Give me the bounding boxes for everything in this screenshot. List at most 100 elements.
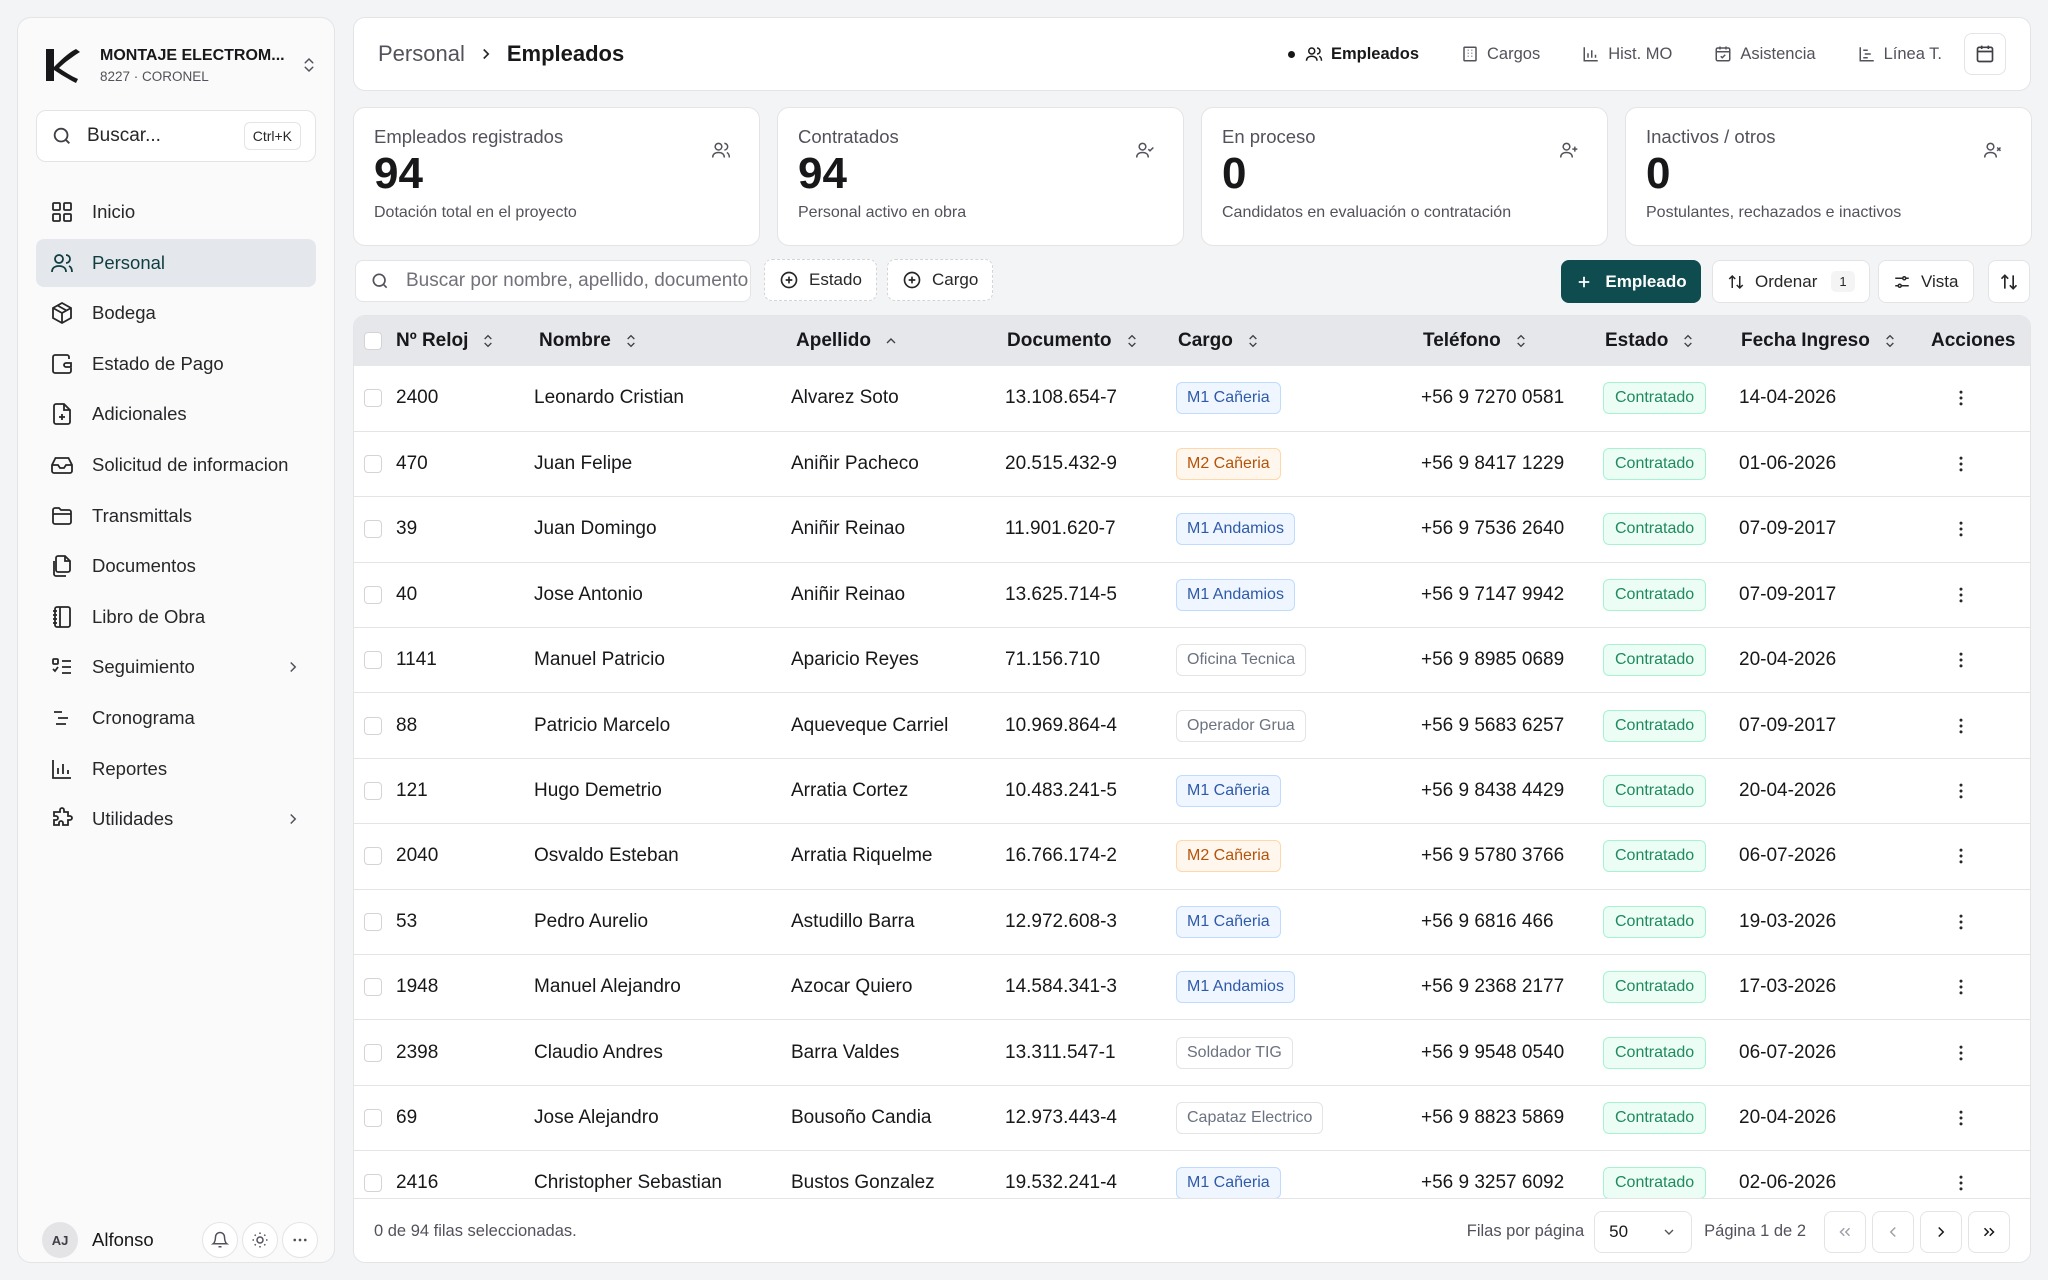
table-row[interactable]: 1141 Manuel Patricio Aparicio Reyes 71.156.… bbox=[354, 628, 2030, 693]
filter-cargo-button[interactable]: Cargo bbox=[887, 259, 994, 301]
add-employee-button[interactable]: Empleado bbox=[1561, 260, 1701, 303]
cell-documento: 12.972.608-3 bbox=[1005, 910, 1117, 932]
tab-asistencia[interactable]: Asistencia bbox=[1714, 45, 1816, 64]
column-header-telefono[interactable]: Teléfono bbox=[1423, 330, 1529, 352]
breadcrumb-parent[interactable]: Personal bbox=[378, 41, 465, 66]
sidebar-item-cronograma[interactable]: Cronograma bbox=[36, 694, 316, 742]
sidebar-item-solicitud[interactable]: Solicitud de informacion bbox=[36, 441, 316, 489]
org-switcher[interactable]: MONTAJE ELECTROM... 8227 · CORONEL bbox=[36, 36, 318, 94]
more-vertical-icon[interactable] bbox=[1951, 716, 1971, 736]
table-row[interactable]: 69 Jose Alejandro Bousoño Candia 12.973.443… bbox=[354, 1085, 2030, 1151]
rows-per-page-select[interactable]: 50 bbox=[1594, 1210, 1693, 1253]
more-vertical-icon[interactable] bbox=[1951, 1108, 1971, 1128]
more-vertical-icon[interactable] bbox=[1951, 912, 1971, 932]
table-row[interactable]: 121 Hugo Demetrio Arratia Cortez 10.483.241… bbox=[354, 758, 2030, 824]
column-header-cargo[interactable]: Cargo bbox=[1178, 330, 1261, 352]
more-vertical-icon[interactable] bbox=[1951, 781, 1971, 801]
table-row[interactable]: 2040 Osvaldo Esteban Arratia Riquelme 16.76… bbox=[354, 824, 2030, 890]
order-button[interactable]: Ordenar 1 bbox=[1712, 260, 1870, 303]
more-vertical-icon[interactable] bbox=[1951, 388, 1971, 408]
folder-icon bbox=[52, 506, 72, 525]
row-checkbox[interactable] bbox=[364, 782, 382, 801]
puzzle-icon bbox=[53, 807, 73, 827]
search-icon bbox=[372, 273, 388, 289]
column-header-estado[interactable]: Estado bbox=[1605, 330, 1696, 352]
sidebar-item-seguimiento[interactable]: Seguimiento bbox=[36, 643, 316, 691]
first-page-button[interactable] bbox=[1824, 1210, 1866, 1253]
row-checkbox[interactable] bbox=[364, 978, 382, 997]
more-button[interactable] bbox=[282, 1222, 318, 1258]
column-header-reloj[interactable]: Nº Reloj bbox=[396, 330, 496, 352]
next-page-button[interactable] bbox=[1920, 1210, 1962, 1253]
row-checkbox[interactable] bbox=[364, 1174, 382, 1193]
sidebar-item-libro-de-obra[interactable]: Libro de Obra bbox=[36, 593, 316, 641]
row-checkbox[interactable] bbox=[364, 716, 382, 735]
more-vertical-icon[interactable] bbox=[1951, 846, 1971, 866]
sidebar-item-documentos[interactable]: Documentos bbox=[36, 542, 316, 590]
sidebar-item-reportes[interactable]: Reportes bbox=[36, 745, 316, 793]
sidebar-item-estado-de-pago[interactable]: Estado de Pago bbox=[36, 340, 316, 388]
column-header-documento[interactable]: Documento bbox=[1007, 330, 1140, 352]
table-row[interactable]: 40 Jose Antonio Aniñir Reinao 13.625.714-5 M… bbox=[354, 562, 2030, 628]
view-label: Vista bbox=[1921, 271, 1959, 291]
app-logo bbox=[46, 49, 80, 83]
cell-reloj: 39 bbox=[396, 518, 418, 540]
chevron-down-icon bbox=[1664, 1229, 1674, 1235]
sidebar-item-personal[interactable]: Personal bbox=[36, 238, 316, 287]
sort-toggle-button[interactable] bbox=[1988, 260, 2030, 303]
notifications-button[interactable] bbox=[202, 1222, 238, 1258]
row-checkbox[interactable] bbox=[364, 847, 382, 866]
tab-empleados[interactable]: Empleados bbox=[1287, 45, 1419, 64]
sidebar: MONTAJE ELECTROM... 8227 · CORONEL Busca… bbox=[17, 17, 335, 1263]
column-header-apellido[interactable]: Apellido bbox=[796, 330, 899, 352]
table-row[interactable]: 53 Pedro Aurelio Astudillo Barra 12.972.608… bbox=[354, 889, 2030, 955]
tab-linea-t[interactable]: Línea T. bbox=[1858, 45, 1942, 64]
sidebar-item-adicionales[interactable]: Adicionales bbox=[36, 390, 316, 438]
global-search[interactable]: Buscar... Ctrl+K bbox=[36, 110, 316, 162]
table-row[interactable]: 88 Patricio Marcelo Aqueveque Carriel 10.96… bbox=[354, 693, 2030, 759]
table-row[interactable]: 2416 Christopher Sebastian Bustos Gonzalez… bbox=[354, 1151, 2030, 1217]
filter-estado-button[interactable]: Estado bbox=[764, 259, 877, 301]
row-checkbox[interactable] bbox=[364, 651, 382, 670]
table-row[interactable]: 1948 Manuel Alejandro Azocar Quiero 14.584.… bbox=[354, 955, 2030, 1020]
sidebar-item-transmittals[interactable]: Transmittals bbox=[36, 492, 316, 540]
row-checkbox[interactable] bbox=[364, 389, 382, 408]
cell-fecha-ingreso: 07-09-2017 bbox=[1739, 583, 1837, 605]
sidebar-item-bodega[interactable]: Bodega bbox=[36, 289, 316, 337]
table-search-input[interactable]: Buscar por nombre, apellido, documento..… bbox=[355, 260, 751, 302]
row-checkbox[interactable] bbox=[364, 455, 382, 474]
more-vertical-icon[interactable] bbox=[1951, 650, 1971, 670]
column-header-fecha-ingreso[interactable]: Fecha Ingreso bbox=[1741, 330, 1898, 352]
more-vertical-icon[interactable] bbox=[1951, 1173, 1971, 1193]
view-button[interactable]: Vista bbox=[1878, 260, 1974, 303]
more-vertical-icon[interactable] bbox=[1951, 454, 1971, 474]
calendar-button[interactable] bbox=[1964, 33, 2006, 75]
more-vertical-icon[interactable] bbox=[1951, 585, 1971, 605]
last-page-button[interactable] bbox=[1968, 1210, 2010, 1253]
user-name[interactable]: Alfonso bbox=[92, 1229, 154, 1250]
stat-card-en-proceso: En proceso 0 Candidatos en evaluación o … bbox=[1201, 107, 1608, 246]
sidebar-item-utilidades[interactable]: Utilidades bbox=[36, 795, 316, 843]
row-checkbox[interactable] bbox=[364, 1108, 382, 1127]
row-checkbox[interactable] bbox=[364, 520, 382, 539]
row-checkbox[interactable] bbox=[364, 585, 382, 604]
sidebar-item-inicio[interactable]: Inicio bbox=[36, 188, 316, 236]
avatar[interactable]: AJ bbox=[42, 1222, 78, 1258]
theme-toggle-button[interactable] bbox=[242, 1222, 278, 1258]
table-row[interactable]: 2400 Leonardo Cristian Alvarez Soto 13.108.… bbox=[354, 366, 2030, 432]
row-checkbox[interactable] bbox=[364, 912, 382, 931]
more-vertical-icon[interactable] bbox=[1951, 977, 1971, 997]
cell-telefono: +56 9 8823 5869 bbox=[1421, 1106, 1565, 1128]
table-row[interactable]: 39 Juan Domingo Aniñir Reinao 11.901.620-7 M… bbox=[354, 497, 2030, 563]
tab-hist-mo[interactable]: Hist. MO bbox=[1582, 45, 1672, 64]
more-vertical-icon[interactable] bbox=[1951, 1043, 1971, 1063]
row-checkbox[interactable] bbox=[364, 1043, 382, 1062]
select-all-checkbox[interactable] bbox=[364, 332, 382, 350]
cell-apellido: Astudillo Barra bbox=[791, 910, 915, 932]
more-vertical-icon[interactable] bbox=[1951, 519, 1971, 539]
table-row[interactable]: 470 Juan Felipe Aniñir Pacheco 20.515.432-9… bbox=[354, 431, 2030, 497]
table-row[interactable]: 2398 Claudio Andres Barra Valdes 13.311.547… bbox=[354, 1020, 2030, 1086]
column-header-nombre[interactable]: Nombre bbox=[539, 330, 639, 352]
prev-page-button[interactable] bbox=[1872, 1210, 1914, 1253]
tab-cargos[interactable]: Cargos bbox=[1461, 45, 1540, 64]
